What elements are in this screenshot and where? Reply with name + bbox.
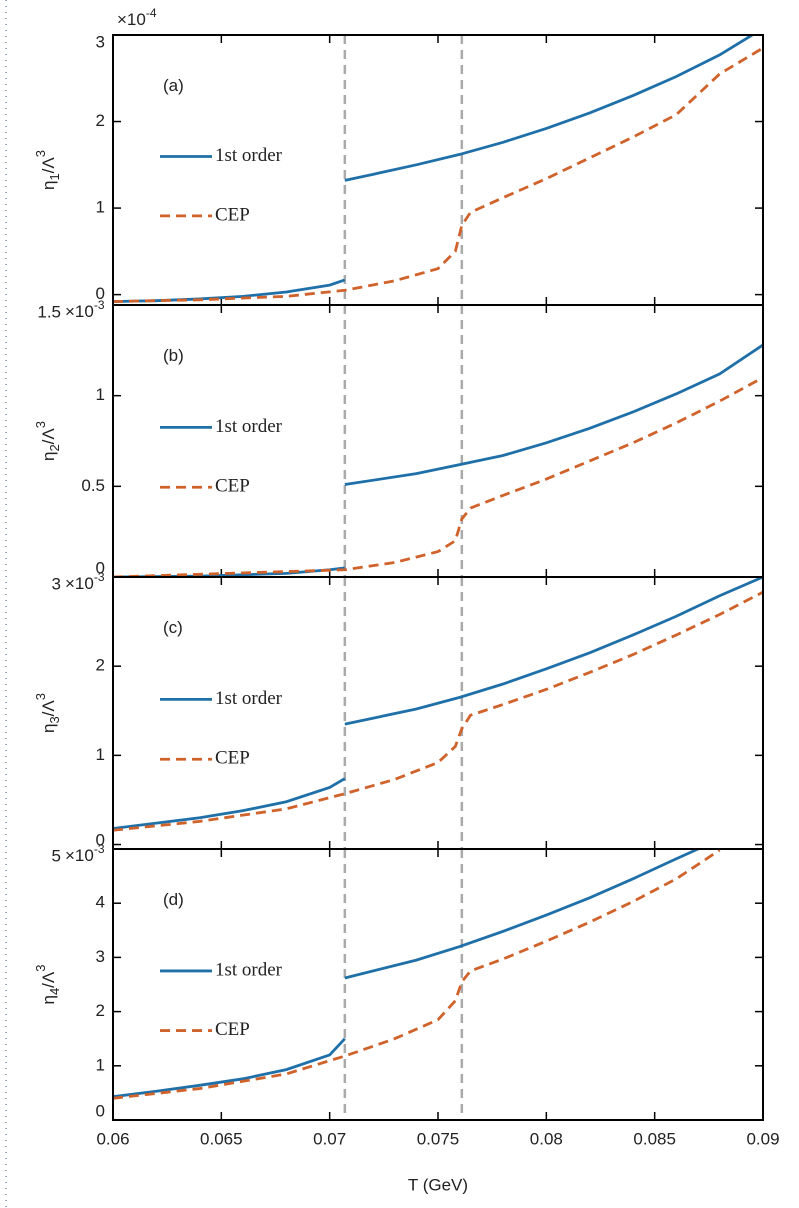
x-tick-label: 0.08 <box>530 1129 563 1148</box>
multiplier-base: ×10 <box>117 10 146 29</box>
y-tick-label: 5 <box>52 846 61 865</box>
ylabel-symbol: η <box>39 452 58 461</box>
x-tick-label: 0.07 <box>313 1129 346 1148</box>
y-tick-label: 2 <box>96 111 105 130</box>
multiplier-exponent: -3 <box>94 298 105 312</box>
multiplier-base: ×10 <box>65 302 94 321</box>
y-tick-label: 1.5 <box>37 302 61 321</box>
y-tick-label: 0 <box>96 284 105 303</box>
y-tick-label: 0.5 <box>81 476 105 495</box>
series-line <box>113 35 753 303</box>
ylabel-mid: /Λ <box>39 700 58 717</box>
legend-label: 1st order <box>215 145 283 166</box>
y-axis-label: η2/Λ3 <box>33 421 62 461</box>
ylabel-sup: 3 <box>33 150 48 157</box>
multiplier-exponent: -3 <box>94 570 105 584</box>
panel-label: (d) <box>163 890 184 909</box>
x-tick-label: 0.06 <box>96 1129 129 1148</box>
plot-frame <box>112 304 764 578</box>
legend-label: 1st order <box>215 688 283 709</box>
y-tick-label: 2 <box>96 1001 105 1020</box>
y-axis-label: η4/Λ3 <box>33 964 62 1004</box>
ylabel-symbol: η <box>39 995 58 1004</box>
series-line <box>113 577 763 830</box>
y-tick-label: 3 <box>96 947 105 966</box>
plot-frame <box>112 848 764 1121</box>
legend-label: CEP <box>215 476 250 497</box>
y-tick-label: 0 <box>96 558 105 577</box>
x-tick-label: 0.085 <box>633 1129 676 1148</box>
series-line <box>113 343 763 577</box>
y-tick-label: 4 <box>96 893 105 912</box>
legend-label: CEP <box>215 1019 250 1040</box>
panel-label: (a) <box>163 76 184 95</box>
ylabel-mid: /Λ <box>39 157 58 174</box>
ylabel-symbol: η <box>39 181 58 190</box>
series-line <box>113 46 763 303</box>
x-tick-label: 0.075 <box>417 1129 460 1148</box>
y-tick-label: 3 <box>96 32 105 51</box>
legend-label: 1st order <box>215 959 283 980</box>
y-multiplier: ×10-3 <box>65 842 105 865</box>
series-line <box>113 376 763 577</box>
panel-label: (c) <box>163 618 183 637</box>
y-multiplier: ×10-4 <box>117 6 157 29</box>
y-tick-label: 0 <box>96 830 105 849</box>
y-tick-label: 1 <box>96 1055 105 1074</box>
ylabel-sub: 1 <box>47 173 62 180</box>
ylabel-mid: /Λ <box>39 971 58 988</box>
plot-frame <box>112 34 764 306</box>
y-multiplier: ×10-3 <box>65 570 105 593</box>
y-tick-label: 3 <box>52 574 61 593</box>
ylabel-symbol: η <box>39 724 58 733</box>
ylabel-sup: 3 <box>33 964 48 971</box>
x-axis-label: T (GeV) <box>408 1175 468 1194</box>
y-multiplier: ×10-3 <box>65 298 105 321</box>
y-tick-label: 2 <box>96 656 105 675</box>
ylabel-sub: 3 <box>47 716 62 723</box>
y-tick-label: 1 <box>96 198 105 217</box>
multiplier-exponent: -3 <box>94 842 105 856</box>
y-tick-label: 0 <box>96 1101 105 1120</box>
x-tick-label: 0.065 <box>200 1129 243 1148</box>
series-line <box>113 849 721 1100</box>
ylabel-sup: 3 <box>33 693 48 700</box>
legend-label: CEP <box>215 748 250 769</box>
multiplier-exponent: -4 <box>146 6 157 20</box>
plot-frame <box>112 576 764 850</box>
ylabel-sub: 2 <box>47 444 62 451</box>
multiplier-base: ×10 <box>65 574 94 593</box>
x-tick-label: 0.09 <box>746 1129 779 1148</box>
y-axis-label: η1/Λ3 <box>33 150 62 190</box>
ylabel-sup: 3 <box>33 421 48 428</box>
panel-label: (b) <box>163 346 184 365</box>
y-tick-label: 1 <box>96 745 105 764</box>
series-line <box>113 849 699 1099</box>
legend-label: CEP <box>215 204 250 225</box>
series-line <box>113 590 763 832</box>
ylabel-sub: 4 <box>47 988 62 995</box>
legend-label: 1st order <box>215 416 283 437</box>
ylabel-mid: /Λ <box>39 428 58 445</box>
y-axis-label: η3/Λ3 <box>33 693 62 733</box>
multiplier-base: ×10 <box>65 846 94 865</box>
y-tick-label: 1 <box>96 385 105 404</box>
